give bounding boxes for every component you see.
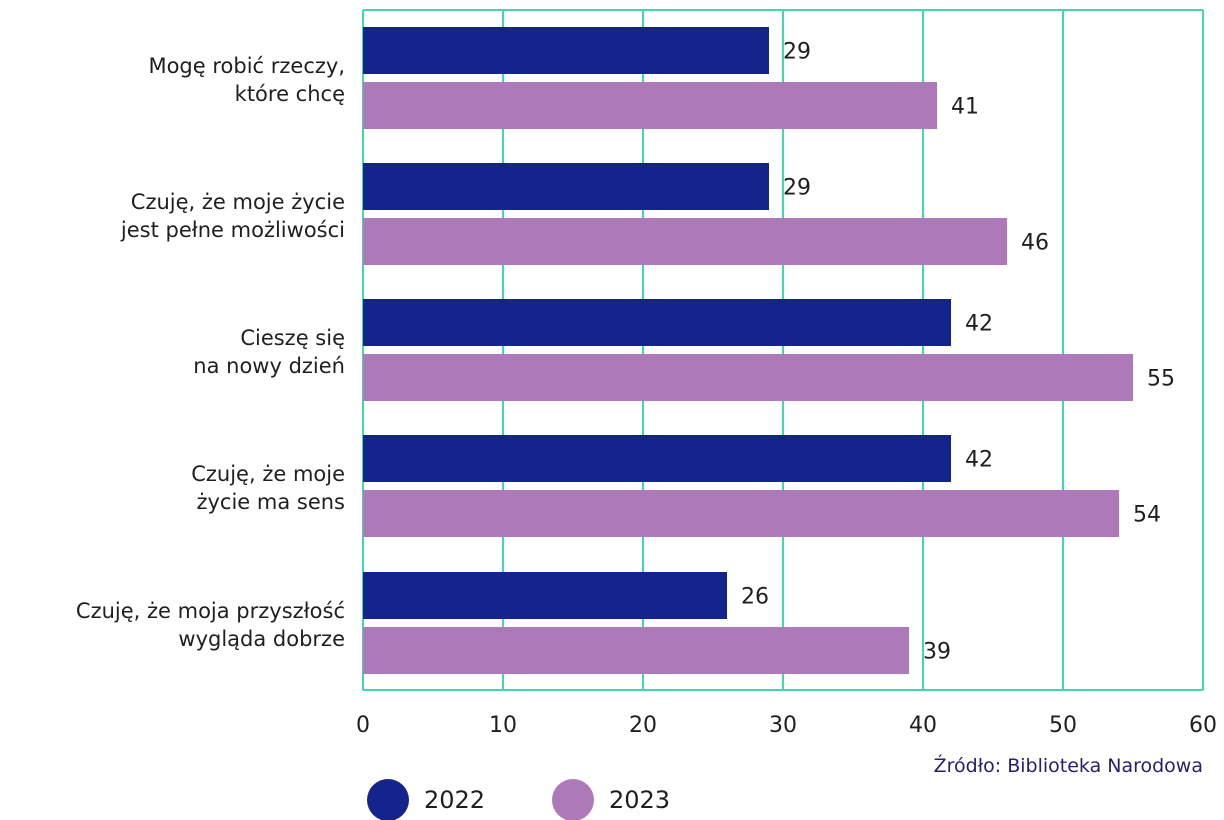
value-label-2023-4: 54 [1133, 503, 1161, 528]
bar-2023-2 [363, 218, 1007, 265]
bar-2022-3 [363, 299, 951, 346]
bar-2023-1 [363, 82, 937, 129]
x-tick-label-40: 40 [909, 713, 937, 738]
value-label-2023-3: 55 [1147, 367, 1175, 392]
category-label-5: Czuję, że moja przyszłość wygląda dobrze [76, 599, 345, 651]
category-labels: Mogę robić rzeczy, które chcę Czuję, że mo… [76, 54, 345, 651]
bar-2022-2 [363, 163, 769, 210]
x-axis-ticks: 0 10 20 30 40 50 60 [356, 713, 1217, 738]
category-label-2: Czuję, że moje życie jest pełne możliwośc… [120, 190, 345, 242]
x-tick-label-50: 50 [1049, 713, 1077, 738]
value-label-2022-2: 29 [783, 176, 811, 201]
bars [363, 27, 1133, 674]
legend-marker-2023 [552, 779, 594, 820]
bar-2023-5 [363, 627, 909, 674]
x-tick-label-20: 20 [629, 713, 657, 738]
x-tick-label-60: 60 [1189, 713, 1217, 738]
value-label-2023-5: 39 [923, 640, 951, 665]
value-label-2022-4: 42 [965, 448, 993, 473]
value-label-2022-1: 29 [783, 40, 811, 65]
value-label-2023-1: 41 [951, 95, 979, 120]
legend-label-2022: 2022 [424, 786, 485, 814]
x-tick-label-0: 0 [356, 713, 370, 738]
bar-2022-5 [363, 572, 727, 619]
bar-2022-1 [363, 27, 769, 74]
bar-2023-3 [363, 354, 1133, 401]
category-label-4: Czuję, że moje życie ma sens [191, 462, 345, 514]
x-tick-label-10: 10 [489, 713, 517, 738]
legend-label-2023: 2023 [609, 786, 670, 814]
value-label-2022-3: 42 [965, 312, 993, 337]
category-label-3: Cieszę się na nowy dzień [193, 326, 345, 378]
source-note: Źródło: Biblioteka Narodowa [934, 754, 1203, 777]
category-label-1: Mogę robić rzeczy, które chcę [148, 54, 345, 106]
legend-marker-2022 [367, 779, 409, 820]
x-tick-label-30: 30 [769, 713, 797, 738]
value-labels: 29 41 29 46 42 55 42 54 26 39 [741, 40, 1175, 665]
legend: 2022 2023 [367, 779, 670, 820]
bar-2022-4 [363, 435, 951, 482]
value-label-2023-2: 46 [1021, 231, 1049, 256]
value-label-2022-5: 26 [741, 585, 769, 610]
bar-2023-4 [363, 490, 1119, 537]
